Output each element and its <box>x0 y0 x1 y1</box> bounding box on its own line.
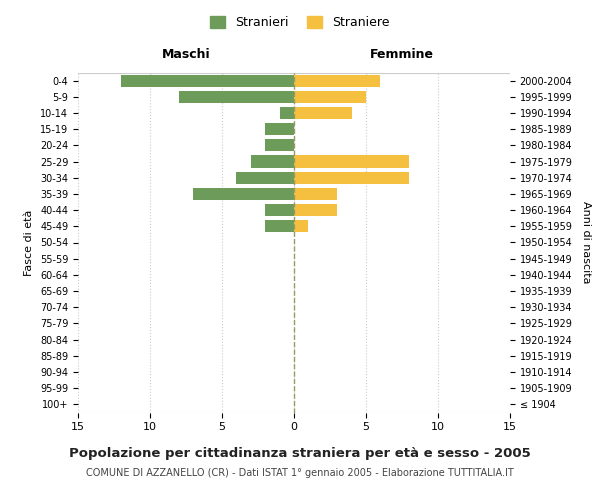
Bar <box>179 90 294 103</box>
Text: Maschi: Maschi <box>161 48 211 61</box>
Bar <box>294 156 409 168</box>
Text: Popolazione per cittadinanza straniera per età e sesso - 2005: Popolazione per cittadinanza straniera p… <box>69 448 531 460</box>
Legend: Stranieri, Straniere: Stranieri, Straniere <box>205 11 395 34</box>
Text: COMUNE DI AZZANELLO (CR) - Dati ISTAT 1° gennaio 2005 - Elaborazione TUTTITALIA.: COMUNE DI AZZANELLO (CR) - Dati ISTAT 1°… <box>86 468 514 477</box>
Bar <box>193 188 294 200</box>
Text: Femmine: Femmine <box>370 48 434 61</box>
Bar <box>265 123 294 135</box>
Bar <box>294 188 337 200</box>
Bar <box>236 172 294 184</box>
Bar <box>265 220 294 232</box>
Bar <box>294 90 366 103</box>
Bar <box>294 107 352 119</box>
Y-axis label: Anni di nascita: Anni di nascita <box>581 201 591 283</box>
Bar <box>294 220 308 232</box>
Bar <box>294 74 380 86</box>
Bar <box>265 140 294 151</box>
Bar <box>294 172 409 184</box>
Bar <box>121 74 294 86</box>
Y-axis label: Fasce di età: Fasce di età <box>25 210 34 276</box>
Bar <box>265 204 294 216</box>
Bar <box>294 204 337 216</box>
Bar <box>280 107 294 119</box>
Bar <box>251 156 294 168</box>
